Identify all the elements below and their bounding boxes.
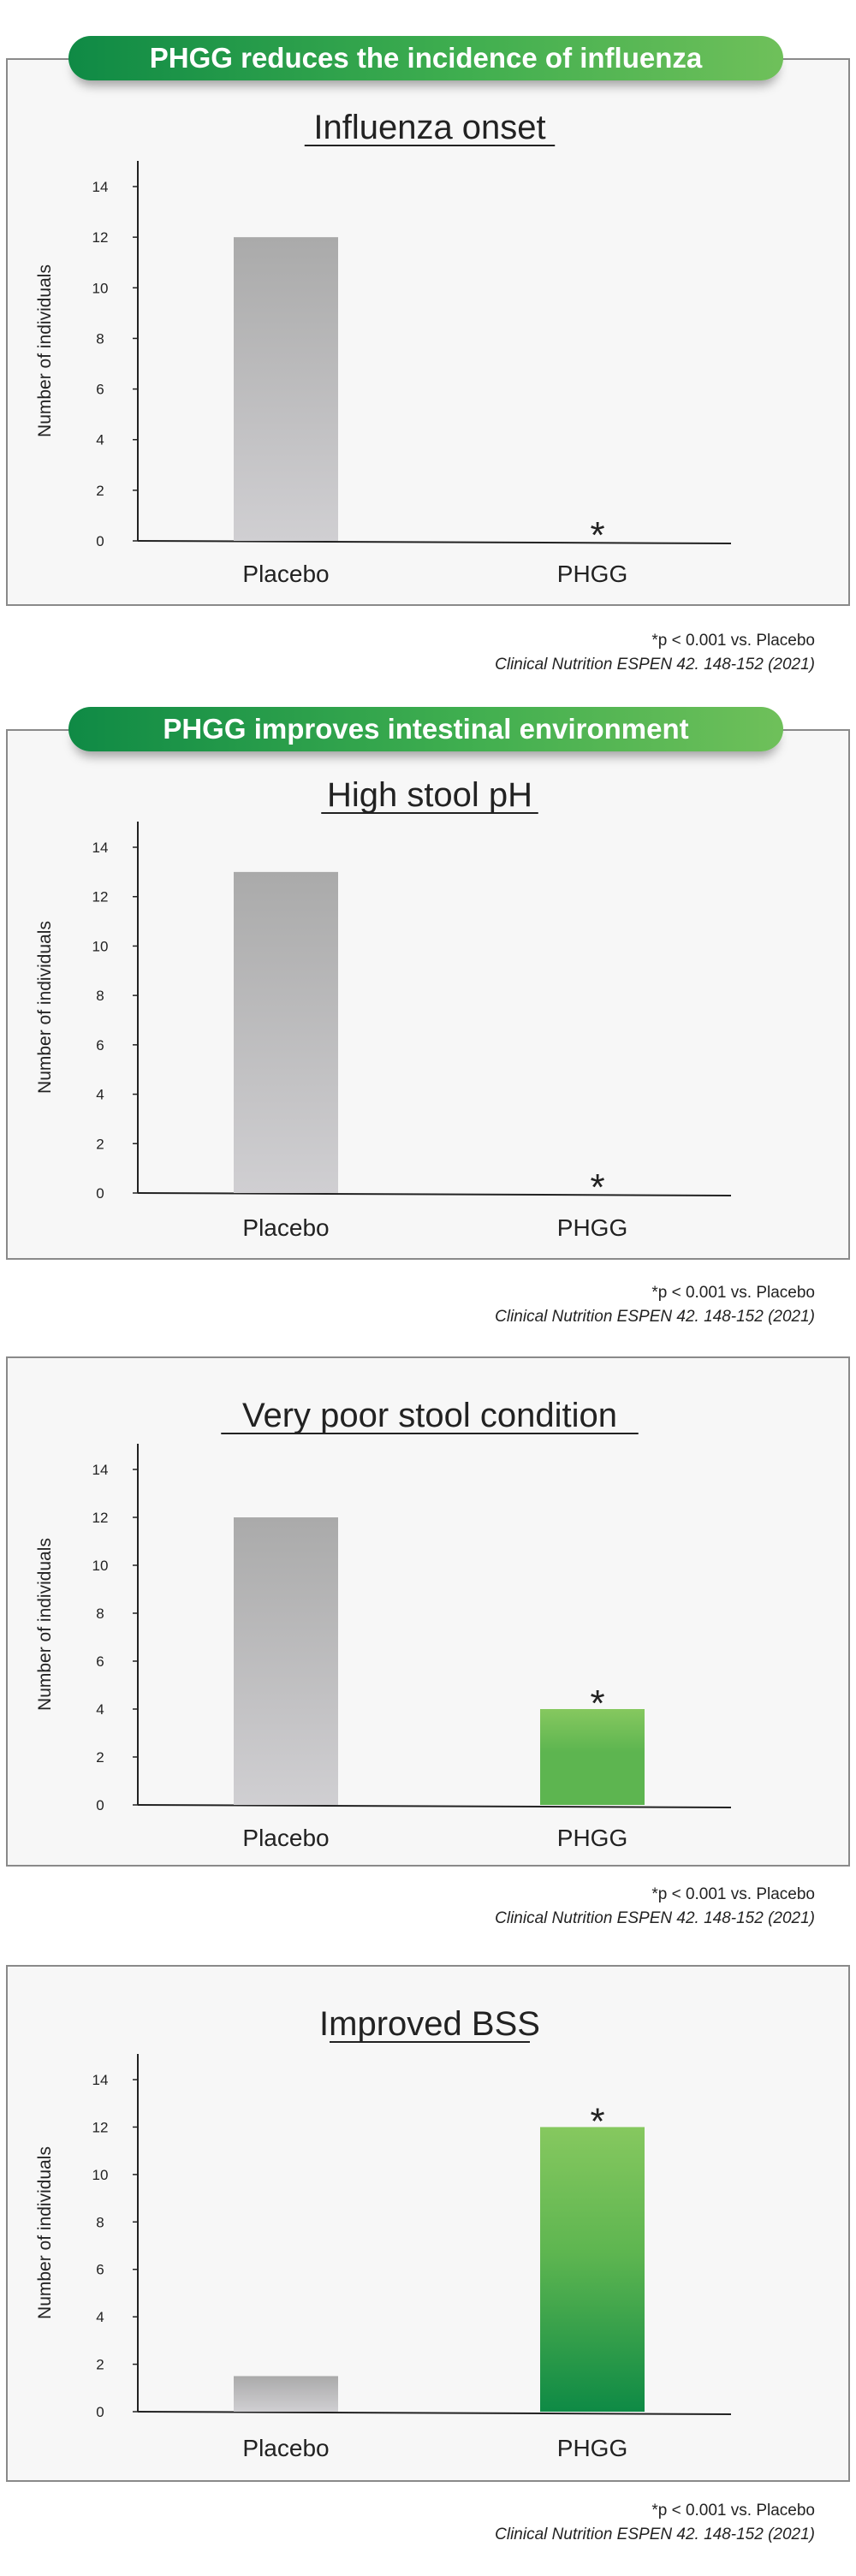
chart-very-poor-stool-condition: Very poor stool condition Number of indiv… bbox=[35, 1397, 732, 1851]
bar-placebo bbox=[234, 237, 338, 541]
footnote-citation: Clinical Nutrition ESPEN 42. 148-152 (20… bbox=[495, 656, 815, 674]
y-tick-label: 2 bbox=[96, 1136, 104, 1152]
y-tick-label: 14 bbox=[92, 179, 109, 195]
x-category-label: PHGG bbox=[557, 1825, 627, 1851]
y-tick-label: 6 bbox=[96, 1037, 104, 1054]
y-tick-label: 12 bbox=[92, 1510, 109, 1526]
significance-marker: * bbox=[590, 1683, 604, 1724]
y-tick-label: 10 bbox=[92, 280, 109, 296]
bar-placebo bbox=[234, 1517, 338, 1805]
chart-title: Improved BSS bbox=[319, 2005, 540, 2043]
significance-marker: * bbox=[590, 1166, 604, 1208]
chart-high-stool-ph: High stool pH Number of individuals 0 2 4 6 8 1… bbox=[35, 776, 732, 1241]
bar-placebo bbox=[234, 2376, 338, 2412]
footnote-influenza: *p < 0.001 vs. Placebo Clinical Nutritio… bbox=[216, 629, 815, 677]
y-tick-label: 8 bbox=[96, 1606, 104, 1622]
y-tick-label: 2 bbox=[96, 483, 104, 499]
y-tick-label: 14 bbox=[92, 840, 109, 856]
y-axis-label: Number of individuals bbox=[35, 921, 55, 1094]
x-category-label: Placebo bbox=[242, 1825, 329, 1851]
y-tick-label: 4 bbox=[96, 1087, 104, 1103]
y-tick-label: 4 bbox=[96, 2309, 104, 2325]
chart-panel-bss: Improved BSS Number of individuals 0 2 4 6 8 10… bbox=[6, 1965, 850, 2482]
footnote-pvalue: *p < 0.001 vs. Placebo bbox=[651, 632, 815, 650]
y-axis-label: Number of individuals bbox=[35, 1538, 55, 1711]
y-tick-label: 12 bbox=[92, 229, 109, 246]
x-category-label: Placebo bbox=[242, 561, 329, 587]
footnote-citation: Clinical Nutrition ESPEN 42. 148-152 (20… bbox=[495, 1308, 815, 1326]
footnote-bss: *p < 0.001 vs. Placebo Clinical Nutritio… bbox=[216, 2499, 815, 2547]
y-tick-label: 12 bbox=[92, 2119, 109, 2135]
significance-marker: * bbox=[590, 2100, 604, 2142]
y-tick-label: 6 bbox=[96, 382, 104, 398]
y-tick-label: 8 bbox=[96, 988, 104, 1004]
y-tick-label: 0 bbox=[96, 533, 104, 549]
x-axis bbox=[137, 1192, 732, 1196]
x-category-label: PHGG bbox=[557, 1214, 627, 1241]
chart-panel-stool-condition: Very poor stool condition Number of indiv… bbox=[6, 1356, 850, 1867]
y-axis-label: Number of individuals bbox=[35, 264, 55, 437]
y-tick-label: 10 bbox=[92, 1558, 109, 1574]
y-tick-label: 6 bbox=[96, 1653, 104, 1670]
chart-panel-influenza: Influenza onset Number of individuals 0 2 4 6… bbox=[6, 58, 850, 606]
y-tick-label: 6 bbox=[96, 2262, 104, 2278]
significance-marker: * bbox=[590, 514, 604, 556]
y-tick-label: 4 bbox=[96, 1701, 104, 1718]
chart-improved-bss: Improved BSS Number of individuals 0 2 4 6 8 10… bbox=[35, 2005, 732, 2461]
x-category-label: PHGG bbox=[557, 561, 627, 587]
y-tick-label: 14 bbox=[92, 1462, 109, 1478]
y-tick-label: 8 bbox=[96, 330, 104, 347]
y-tick-label: 0 bbox=[96, 1185, 104, 1202]
x-axis bbox=[137, 1804, 732, 1808]
chart-title: Very poor stool condition bbox=[242, 1397, 617, 1434]
x-category-label: PHGG bbox=[557, 2435, 627, 2461]
y-tick-label: 8 bbox=[96, 2214, 104, 2230]
y-tick-label: 0 bbox=[96, 2404, 104, 2420]
footnote-pvalue: *p < 0.001 vs. Placebo bbox=[651, 1284, 815, 1302]
y-tick-label: 14 bbox=[92, 2072, 109, 2088]
y-tick-label: 0 bbox=[96, 1797, 104, 1813]
footnote-citation: Clinical Nutrition ESPEN 42. 148-152 (20… bbox=[495, 1909, 815, 1927]
banner-influenza: PHGG reduces the incidence of influenza bbox=[68, 36, 783, 80]
bar-phgg bbox=[540, 1709, 645, 1805]
footnote-pvalue: *p < 0.001 vs. Placebo bbox=[651, 1885, 815, 1903]
x-category-label: Placebo bbox=[242, 1214, 329, 1241]
footnote-pvalue: *p < 0.001 vs. Placebo bbox=[651, 2502, 815, 2520]
chart-title: High stool pH bbox=[327, 776, 532, 814]
chart-influenza-onset: Influenza onset Number of individuals 0 2 4 6… bbox=[35, 109, 732, 587]
y-tick-label: 2 bbox=[96, 2357, 104, 2373]
footnote-stool-condition: *p < 0.001 vs. Placebo Clinical Nutritio… bbox=[216, 1883, 815, 1931]
y-axis-label: Number of individuals bbox=[35, 2146, 55, 2319]
banner-intestinal: PHGG improves intestinal environment bbox=[68, 707, 783, 751]
chart-panel-stool-ph: High stool pH Number of individuals 0 2 4 6 8 1… bbox=[6, 729, 850, 1260]
x-category-label: Placebo bbox=[242, 2435, 329, 2461]
y-tick-label: 4 bbox=[96, 432, 104, 448]
y-tick-label: 10 bbox=[92, 938, 109, 954]
footnote-stool-ph: *p < 0.001 vs. Placebo Clinical Nutritio… bbox=[216, 1281, 815, 1329]
bar-phgg bbox=[540, 2127, 645, 2412]
x-axis bbox=[137, 540, 732, 544]
y-tick-label: 12 bbox=[92, 889, 109, 905]
x-axis bbox=[137, 2411, 732, 2415]
chart-title: Influenza onset bbox=[313, 109, 545, 146]
bar-placebo bbox=[234, 871, 338, 1193]
footnote-citation: Clinical Nutrition ESPEN 42. 148-152 (20… bbox=[495, 2526, 815, 2543]
y-tick-label: 2 bbox=[96, 1749, 104, 1766]
y-tick-label: 10 bbox=[92, 2167, 109, 2183]
